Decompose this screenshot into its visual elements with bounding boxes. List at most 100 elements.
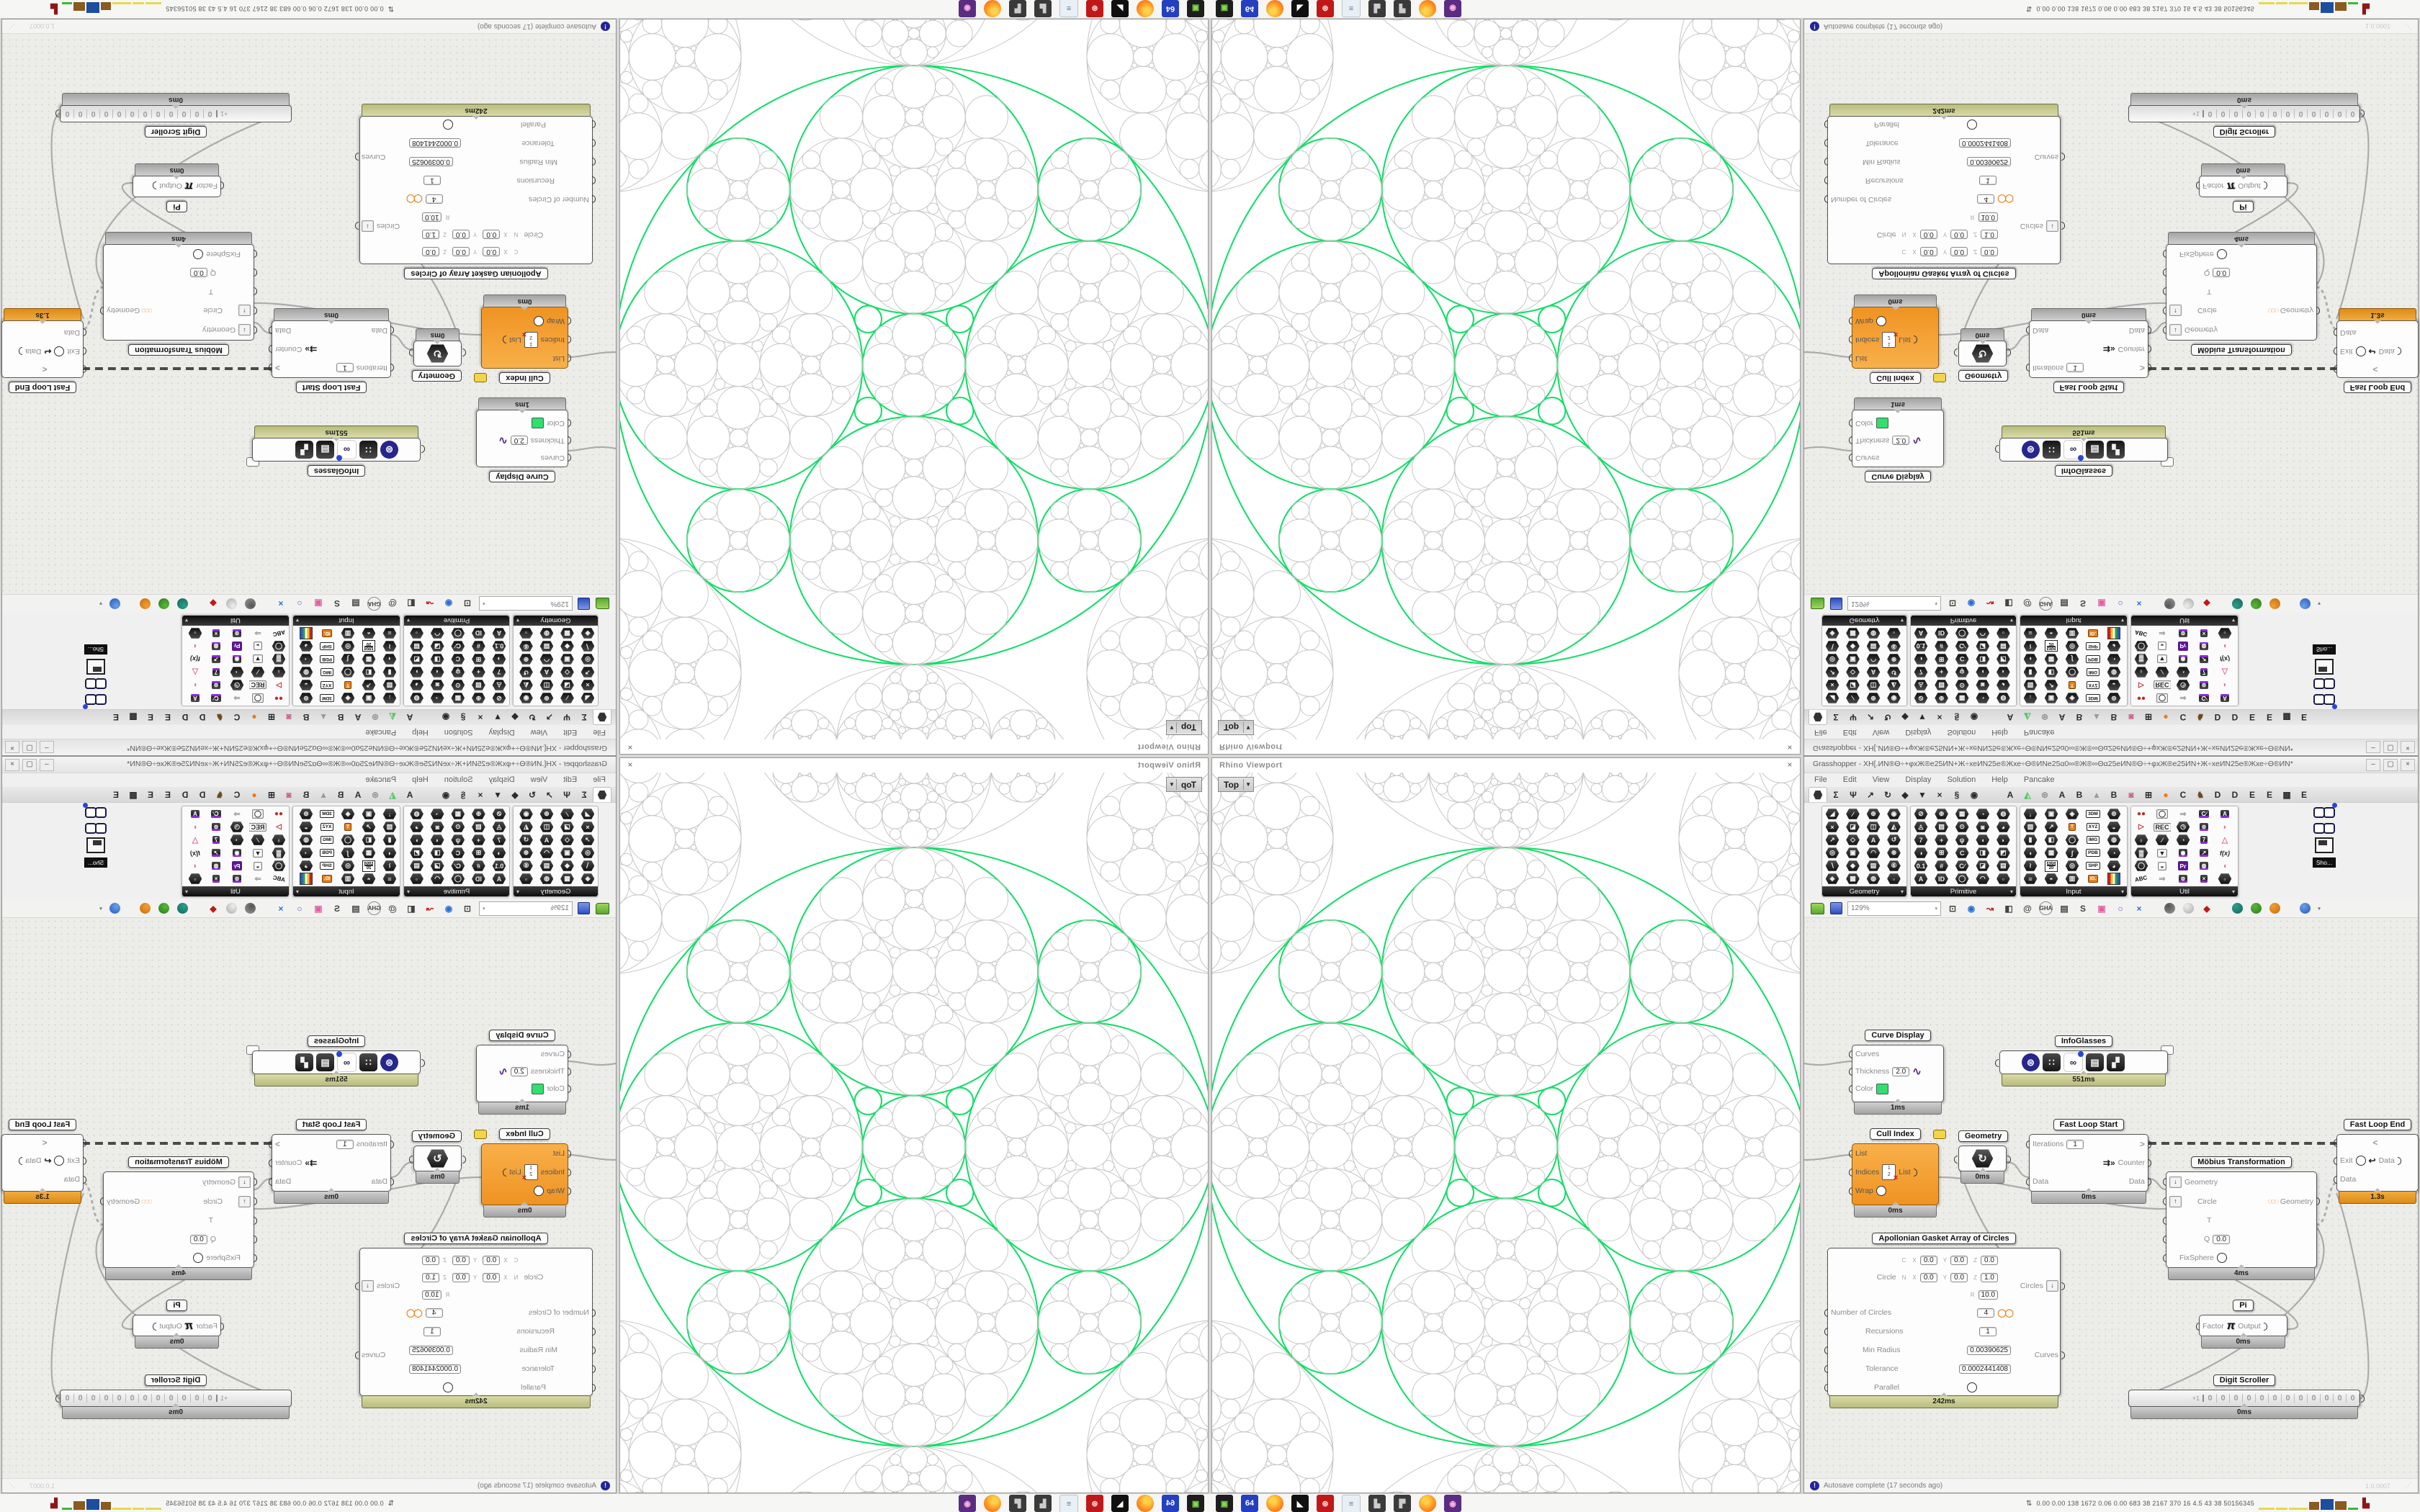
- component-icon[interactable]: XYZ: [2084, 679, 2102, 691]
- finder-button[interactable]: S: [2079, 598, 2086, 609]
- component-icon[interactable]: ⊞: [1933, 653, 1950, 665]
- component-icon[interactable]: ⑥: [1886, 640, 1903, 652]
- component-icon[interactable]: ID: [1933, 873, 1950, 885]
- profiler-icon[interactable]: ⊜: [2022, 441, 2040, 459]
- tab-plugin-6[interactable]: B: [2110, 790, 2118, 800]
- input-port[interactable]: [1824, 1383, 1828, 1392]
- component-icon[interactable]: ▷: [276, 681, 282, 689]
- owl-app-icon[interactable]: ◉: [959, 1495, 976, 1512]
- component-icon[interactable]: ◎: [339, 860, 357, 872]
- output-port[interactable]: [153, 1322, 157, 1331]
- firefox-app-icon[interactable]: [1137, 1495, 1154, 1512]
- component-icon[interactable]: ▷: [2138, 823, 2144, 831]
- component-icon[interactable]: ◧: [360, 666, 377, 678]
- component-icon[interactable]: ∕: [2154, 834, 2171, 846]
- component-icon[interactable]: ≡: [381, 627, 398, 639]
- component-icon[interactable]: AUG 20: [2043, 860, 2060, 872]
- tab-plugin-0[interactable]: A: [406, 712, 413, 722]
- node-title[interactable]: Apollonian Gasket Array of Circles: [404, 1233, 548, 1244]
- component-icon[interactable]: ◗: [192, 822, 198, 832]
- digit-cell[interactable]: 0: [2269, 1394, 2282, 1403]
- menu-pancake[interactable]: Pancake: [2023, 775, 2055, 784]
- remote-button[interactable]: @: [2023, 903, 2032, 914]
- hide-button[interactable]: ◧: [2004, 598, 2013, 609]
- node-pi[interactable]: Pi Factor π Output 0ms: [2196, 163, 2287, 212]
- tab-plugin-10[interactable]: C: [2179, 712, 2187, 722]
- shaded-sphere[interactable]: [176, 597, 190, 611]
- component-icon[interactable]: ◫: [1865, 821, 1882, 833]
- digit-cell[interactable]: 0: [2204, 109, 2217, 118]
- tab-glyph-8[interactable]: ◉: [1970, 712, 1978, 722]
- component-icon[interactable]: ◠: [1865, 653, 1882, 665]
- component-icon[interactable]: ▮: [381, 666, 398, 678]
- component-icon[interactable]: ◇: [1845, 834, 1862, 846]
- capture-button[interactable]: ▤: [351, 903, 360, 914]
- component-icon[interactable]: ◯: [249, 692, 266, 704]
- component-icon[interactable]: ↺: [518, 834, 535, 846]
- minimize-button[interactable]: –: [2366, 741, 2380, 753]
- loop-in-port[interactable]: [2334, 1138, 2337, 1147]
- component-icon[interactable]: ⊞: [470, 653, 487, 665]
- viewport-close-button[interactable]: ×: [627, 760, 633, 770]
- input-port[interactable]: [1995, 1059, 1999, 1067]
- sticky-note-icon[interactable]: [1933, 373, 1946, 382]
- cluster-button[interactable]: ×: [2136, 598, 2142, 609]
- component-icon[interactable]: ≡: [2022, 627, 2039, 639]
- node-title[interactable]: Apollonian Gasket Array of Circles: [1872, 1233, 2016, 1244]
- digit-cell[interactable]: 0: [151, 109, 164, 118]
- c-y[interactable]: 0.0: [452, 247, 470, 257]
- tab-plugin-12[interactable]: D: [2214, 790, 2221, 800]
- tab-plugin-2[interactable]: ⊛: [371, 790, 380, 800]
- preview-wire-sphere[interactable]: [2181, 901, 2195, 916]
- component-icon[interactable]: ◨: [429, 847, 446, 859]
- component-icon[interactable]: ◆: [559, 640, 576, 652]
- palette-label-input[interactable]: Input ▾: [2020, 616, 2127, 626]
- maximize-button[interactable]: ▢: [22, 759, 37, 771]
- open-file-button[interactable]: [1810, 597, 1824, 611]
- input-port[interactable]: [2163, 1216, 2166, 1225]
- component-icon[interactable]: ◇: [559, 834, 576, 846]
- component-icon[interactable]: ▫: [187, 873, 204, 885]
- viewport-close-button[interactable]: ×: [1787, 760, 1793, 770]
- n-y[interactable]: 0.0: [452, 1272, 470, 1282]
- menu-help[interactable]: Help: [1991, 728, 2008, 737]
- firefox-app-icon[interactable]: [1266, 1495, 1283, 1512]
- c-z[interactable]: 0.0: [422, 247, 439, 257]
- output-port[interactable]: [1913, 336, 1917, 344]
- tab-plugin-7[interactable]: ◙: [2128, 712, 2134, 722]
- goggles-icon[interactable]: ∞: [2063, 1051, 2084, 1072]
- node-title[interactable]: Cull Index: [1870, 1128, 1921, 1140]
- component-icon[interactable]: ◪: [559, 821, 576, 833]
- profiler-icon[interactable]: ⊜: [380, 1053, 398, 1071]
- component-icon[interactable]: ⊕: [1933, 692, 1950, 704]
- component-icon[interactable]: C∕: [449, 860, 467, 872]
- exit-toggle[interactable]: [54, 346, 65, 356]
- digit-cell[interactable]: 0: [60, 1394, 73, 1403]
- capture-button[interactable]: ▤: [2060, 598, 2069, 609]
- component-icon[interactable]: ◈: [1824, 873, 1841, 885]
- component-icon[interactable]: REC: [2154, 679, 2171, 691]
- node-title[interactable]: Fast Loop End: [8, 382, 77, 393]
- digit-cell[interactable]: 0: [2230, 1394, 2243, 1403]
- menu-view[interactable]: View: [1872, 775, 1890, 784]
- palette-label-primitive[interactable]: Primitive ▾: [1911, 886, 2016, 896]
- radius-value[interactable]: 10.0: [1978, 212, 1998, 222]
- components-icon[interactable]: ∷: [2043, 441, 2061, 459]
- component-icon[interactable]: ♁: [270, 666, 287, 678]
- c-y[interactable]: 0.0: [452, 1255, 470, 1265]
- node-fast-loop-start[interactable]: Fast Loop Start Iterations 1 > ⇉» Counter D…: [2026, 308, 2151, 393]
- component-icon[interactable]: ◍: [1994, 808, 2012, 820]
- component-icon[interactable]: ▼: [249, 653, 266, 665]
- output-port[interactable]: [2397, 1156, 2401, 1165]
- component-icon[interactable]: ◧: [360, 834, 377, 846]
- tab-glyph-8[interactable]: ◉: [1970, 790, 1978, 800]
- component-icon[interactable]: ◠: [538, 847, 555, 859]
- component-icon[interactable]: C∕: [207, 692, 225, 704]
- tab-plugin-6[interactable]: B: [302, 712, 310, 722]
- tab-plugin-14[interactable]: E: [165, 790, 171, 800]
- tab-glyph-5[interactable]: ▼: [1918, 790, 1927, 800]
- viewport-canvas[interactable]: [1212, 773, 1800, 1493]
- component-icon[interactable]: ⊞: [470, 847, 487, 859]
- save-file-button[interactable]: [577, 901, 591, 916]
- component-icon[interactable]: ∕: [1845, 692, 1862, 704]
